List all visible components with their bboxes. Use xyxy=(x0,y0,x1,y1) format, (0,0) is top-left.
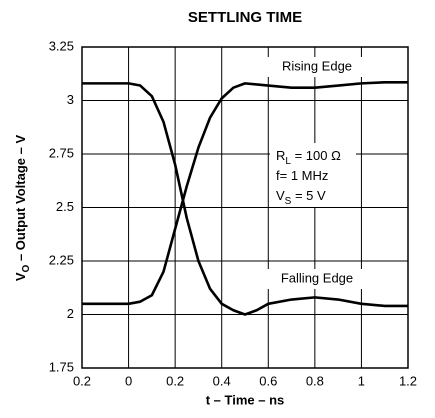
annotation-main: V xyxy=(276,188,285,203)
annotation-line: RL = 100 Ω xyxy=(276,148,341,166)
label-background xyxy=(265,57,369,77)
annotation-main: f= 1 MHz xyxy=(276,168,328,183)
y-label-main: V xyxy=(13,272,28,281)
y-tick-label: 2.75 xyxy=(49,145,74,160)
y-tick-label: 2 xyxy=(67,306,74,321)
x-tick-label: 0.4 xyxy=(213,373,231,388)
x-tick-label: 0 xyxy=(125,373,132,388)
annotation-main: R xyxy=(276,148,285,163)
y-axis-label: VO – Output Voltage – V xyxy=(13,135,31,282)
series-label: Rising Edge xyxy=(282,58,352,73)
x-tick-label: 1.2 xyxy=(399,373,417,388)
series-label: Falling Edge xyxy=(281,270,353,285)
y-tick-label: 2.25 xyxy=(49,252,74,267)
x-tick-label: 0.6 xyxy=(259,373,277,388)
chart-title: SETTLING TIME xyxy=(188,9,302,26)
annotation-sub: L xyxy=(285,156,291,167)
y-tick-label: 1.75 xyxy=(49,359,74,374)
x-tick-label: 1 xyxy=(358,373,365,388)
y-label-rest: – Output Voltage – V xyxy=(13,135,28,265)
label-background xyxy=(265,269,369,289)
y-tick-label: 3.25 xyxy=(49,38,74,53)
series-line xyxy=(82,81,408,306)
x-axis-label: t – Time – ns xyxy=(206,392,285,407)
annotation-sub: S xyxy=(285,196,292,207)
x-tick-label: 0.2 xyxy=(166,373,184,388)
annotation-background xyxy=(270,143,356,207)
x-tick-label: 0.8 xyxy=(306,373,324,388)
annotation-line: VS = 5 V xyxy=(276,188,326,206)
annotation-rest: = 100 Ω xyxy=(291,148,341,163)
annotation-line: f= 1 MHz xyxy=(276,168,328,183)
annotation-rest: = 5 V xyxy=(291,188,326,203)
plot-frame xyxy=(81,46,409,369)
x-tick-label: 0.2 xyxy=(73,373,91,388)
y-label-sub: O xyxy=(21,264,32,272)
y-tick-label: 2.5 xyxy=(56,199,74,214)
series-line xyxy=(82,82,408,316)
y-tick-label: 3 xyxy=(67,92,74,107)
